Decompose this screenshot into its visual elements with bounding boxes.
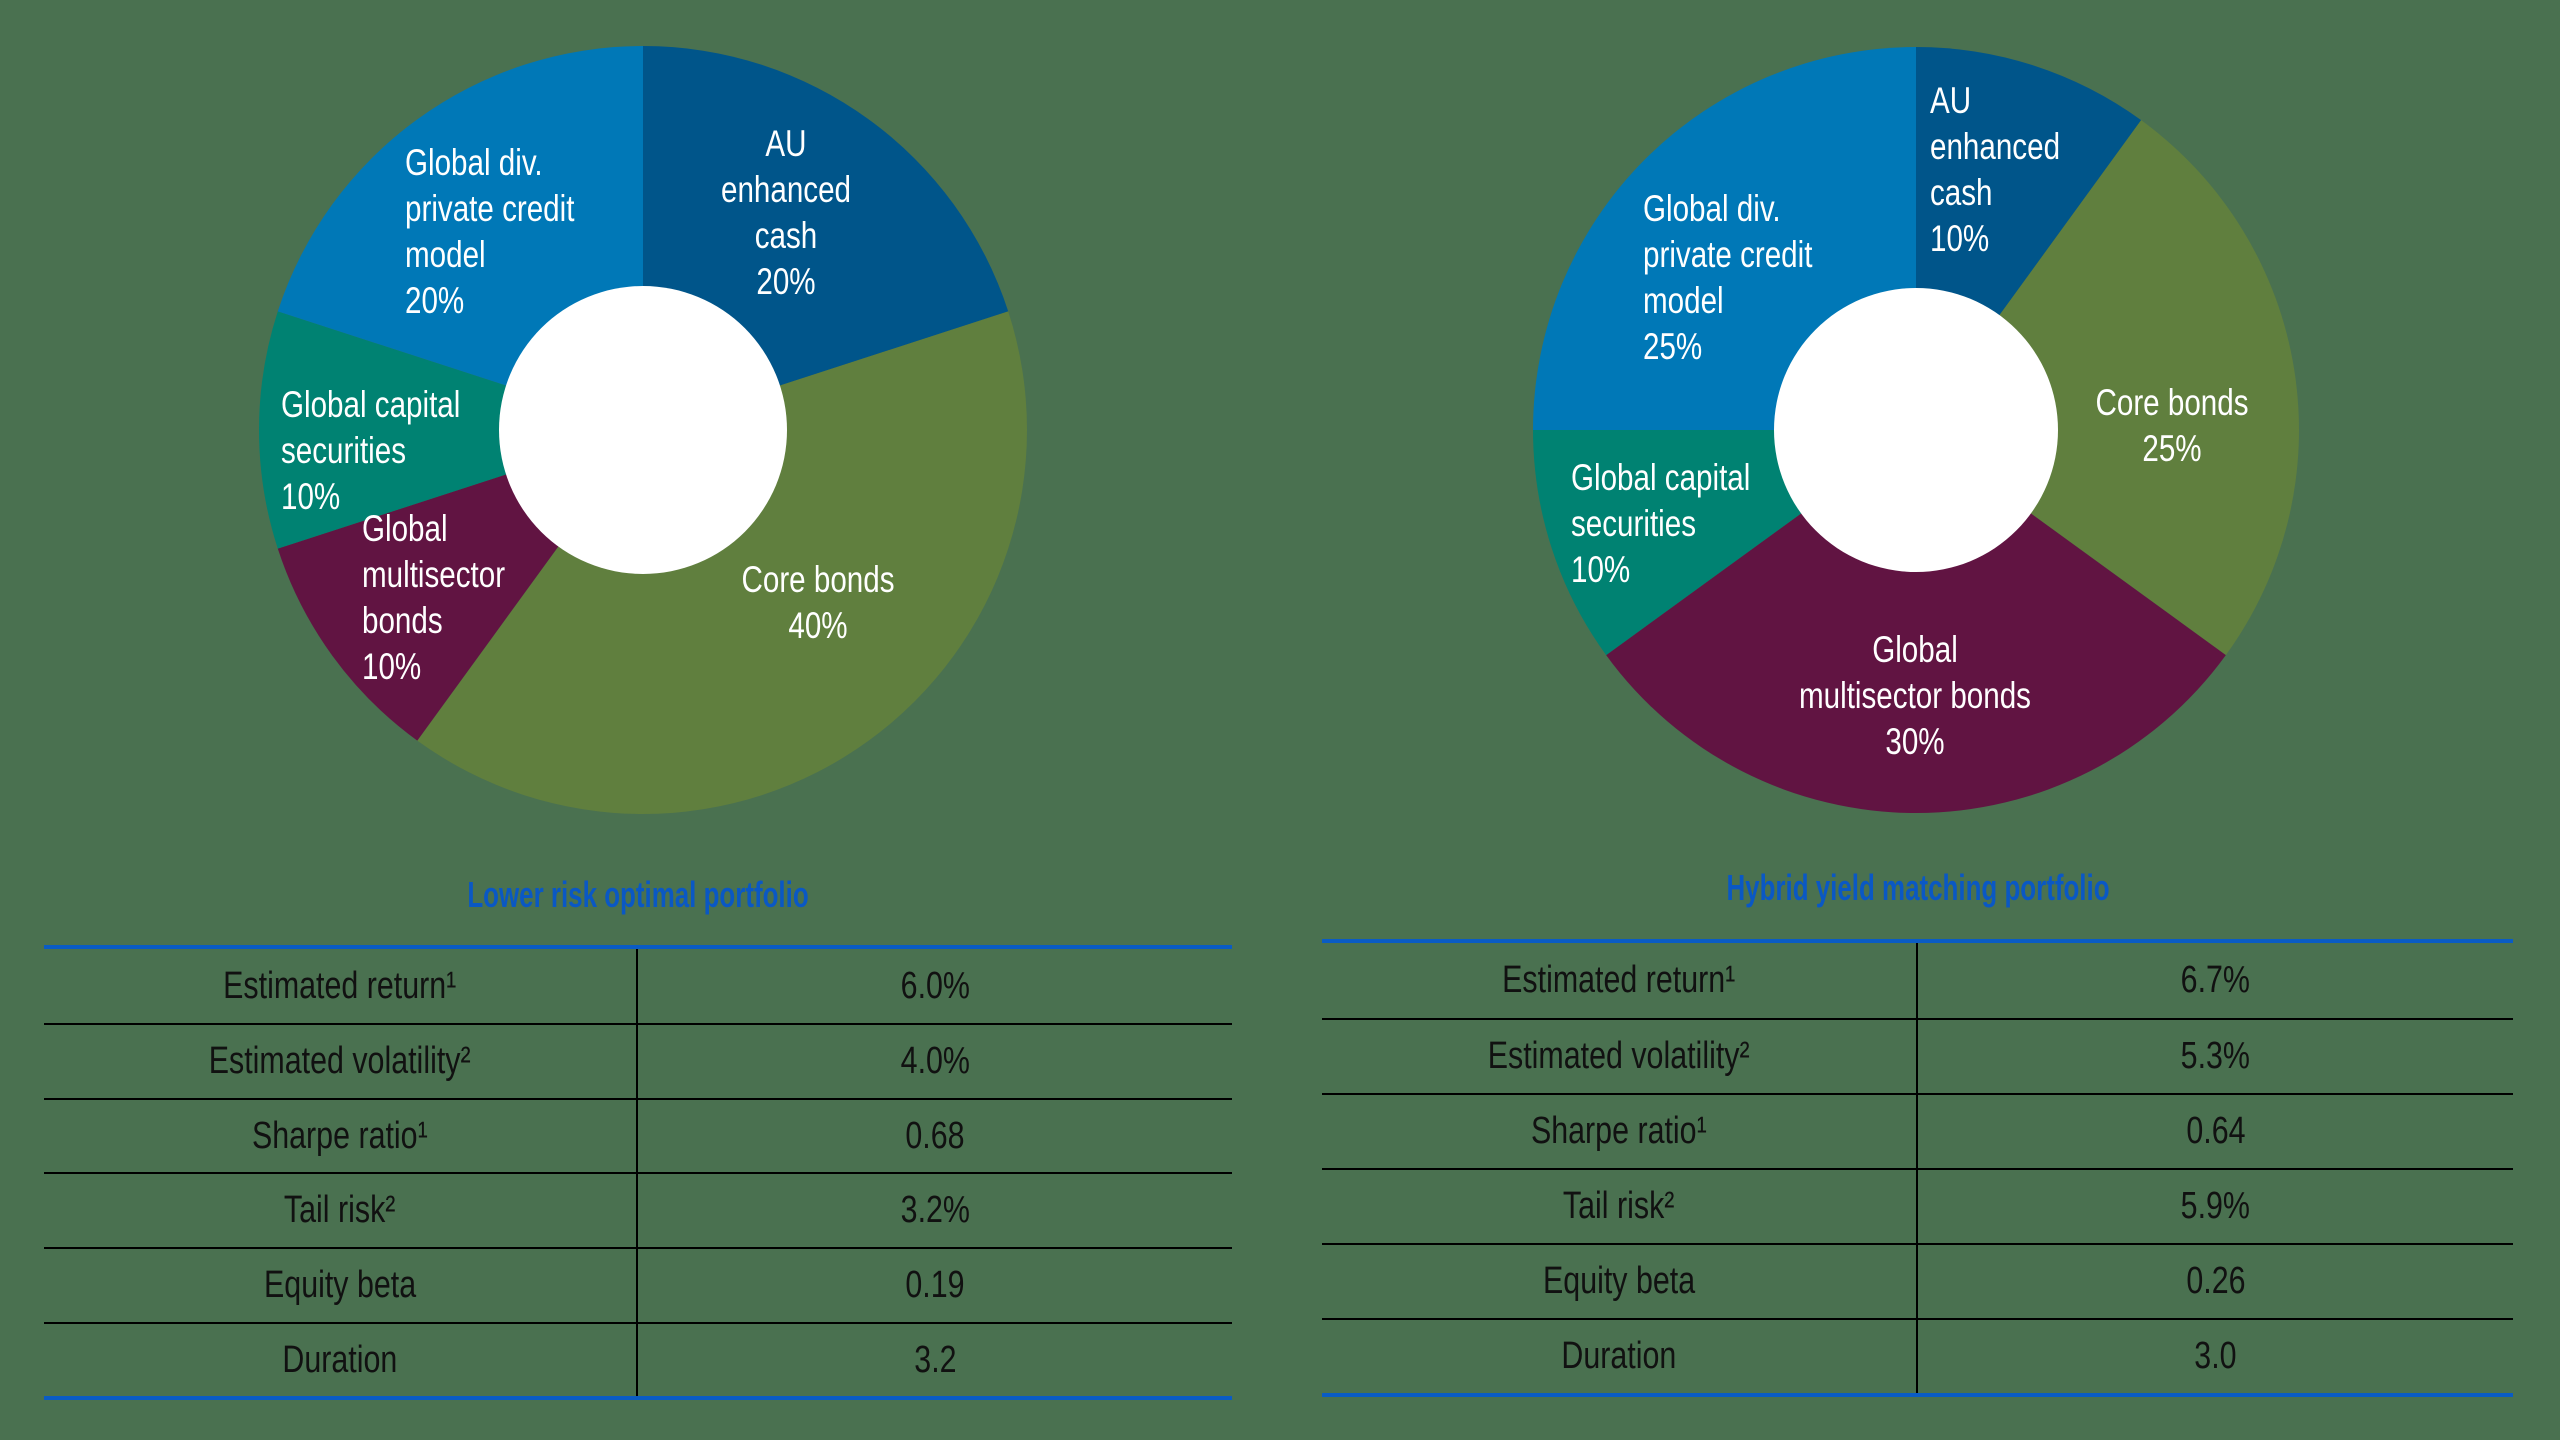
metric-value: 5.3%	[2180, 1035, 2251, 1077]
label-line: enhanced	[720, 169, 852, 210]
slice-label-capital-securities: Global capital securities 10%	[1571, 455, 1750, 593]
pie-slice	[259, 311, 643, 549]
label-value: 20%	[405, 280, 465, 321]
label-line: Global capital	[1571, 457, 1751, 498]
donut-chart-lower-risk	[259, 46, 1027, 815]
donut-chart-hybrid-yield	[1533, 47, 2299, 813]
slice-label-core-bonds: Core bonds 40%	[741, 557, 894, 649]
label-line: AU	[765, 123, 807, 164]
slice-label-au-enhanced-cash: AU enhanced cash 20%	[721, 121, 851, 305]
slice-label-au-enhanced-cash: AU enhanced cash 10%	[1930, 78, 2060, 262]
table-row: Tail risk² 5.9%	[1322, 1168, 2513, 1243]
metric-label: Sharpe ratio¹	[1322, 1095, 1918, 1168]
metric-label: Duration	[1322, 1320, 1918, 1393]
pie-slice	[417, 311, 1027, 815]
slice-label-private-credit: Global div. private credit model 20%	[405, 140, 574, 324]
label-line: multisector	[362, 554, 506, 595]
metric-label: Sharpe ratio¹	[44, 1100, 638, 1172]
label-line: Core bonds	[741, 559, 895, 600]
table-row: Estimated volatility² 4.0%	[44, 1023, 1232, 1098]
metrics-table-lower-risk: Estimated return¹ 6.0% Estimated volatil…	[44, 945, 1232, 1400]
label-line: cash	[1930, 172, 1993, 213]
metric-value: 0.19	[905, 1264, 965, 1306]
table-row: Tail risk² 3.2%	[44, 1172, 1232, 1247]
metric-value: 6.7%	[2180, 959, 2251, 1001]
slice-label-multisector-bonds: Global multisector bonds 10%	[362, 506, 505, 690]
metric-value: 0.68	[905, 1114, 965, 1157]
table-row: Estimated return¹ 6.0%	[44, 949, 1232, 1023]
metric-label: Estimated return¹	[44, 949, 638, 1023]
pie-slice	[1606, 430, 2226, 813]
label-line: securities	[1571, 503, 1697, 544]
metric-value: 0.26	[2185, 1260, 2246, 1302]
label-value: 40%	[788, 605, 848, 646]
table-row: Estimated return¹ 6.7%	[1322, 943, 2513, 1018]
label-value: 10%	[1571, 549, 1631, 590]
metrics-table-hybrid-yield: Estimated return¹ 6.7% Estimated volatil…	[1322, 939, 2513, 1397]
table-row: Equity beta 0.26	[1322, 1243, 2513, 1318]
table-row: Sharpe ratio¹ 0.68	[44, 1098, 1232, 1172]
label-value: 25%	[2142, 428, 2202, 469]
portfolio-title-lower-risk: Lower risk optimal portfolio	[467, 874, 809, 915]
table-row: Estimated volatility² 5.3%	[1322, 1018, 2513, 1093]
table-row: Equity beta 0.19	[44, 1247, 1232, 1322]
slice-label-multisector-bonds: Global multisector bonds 30%	[1799, 627, 2031, 765]
label-value: 20%	[756, 261, 816, 302]
metric-label: Duration	[44, 1324, 638, 1396]
label-value: 10%	[1930, 218, 1990, 259]
donut-hole	[499, 286, 787, 574]
label-line: Global div.	[405, 142, 543, 183]
label-value: 25%	[1643, 326, 1703, 367]
table-row: Sharpe ratio¹ 0.64	[1322, 1093, 2513, 1168]
metric-label: Equity beta	[44, 1249, 638, 1322]
label-line: model	[1643, 280, 1724, 321]
slice-label-private-credit: Global div. private credit model 25%	[1643, 186, 1812, 370]
metric-label: Tail risk²	[44, 1174, 638, 1247]
label-line: private credit	[405, 188, 575, 229]
metric-label: Equity beta	[1322, 1245, 1918, 1318]
metric-value: 3.2	[913, 1338, 957, 1381]
metric-value: 6.0%	[900, 964, 970, 1007]
donut-hole	[1774, 288, 2058, 572]
label-value: 30%	[1885, 721, 1945, 762]
label-line: Global div.	[1643, 188, 1781, 229]
metric-value: 5.9%	[2180, 1185, 2251, 1227]
label-value: 10%	[281, 476, 341, 517]
label-line: cash	[754, 215, 818, 256]
slice-label-capital-securities: Global capital securities 10%	[281, 382, 460, 520]
table-row: Duration 3.0	[1322, 1318, 2513, 1393]
table-row: Duration 3.2	[44, 1322, 1232, 1396]
metric-value: 3.2%	[900, 1189, 970, 1231]
slice-label-core-bonds: Core bonds 25%	[2095, 380, 2248, 472]
label-line: model	[405, 234, 486, 275]
metric-label: Tail risk²	[1322, 1170, 1918, 1243]
label-line: bonds	[362, 600, 443, 641]
label-line: securities	[281, 430, 407, 471]
label-line: AU	[1930, 80, 1972, 121]
metric-label: Estimated volatility²	[44, 1025, 638, 1098]
metric-value: 3.0	[2194, 1335, 2237, 1377]
label-line: private credit	[1643, 234, 1813, 275]
label-line: Global capital	[281, 384, 461, 425]
portfolio-title-hybrid-yield: Hybrid yield matching portfolio	[1726, 867, 2110, 908]
label-line: enhanced	[1930, 126, 2061, 167]
pie-slice	[1916, 120, 2299, 656]
label-line: Global	[362, 508, 448, 549]
label-line: Global	[1872, 629, 1958, 670]
label-line: multisector bonds	[1799, 675, 2031, 716]
metric-label: Estimated return¹	[1322, 943, 1918, 1018]
metric-value: 0.64	[2185, 1110, 2246, 1152]
metric-value: 4.0%	[900, 1040, 970, 1082]
label-value: 10%	[362, 646, 422, 687]
metric-label: Estimated volatility²	[1322, 1020, 1918, 1093]
label-line: Core bonds	[2095, 382, 2249, 423]
